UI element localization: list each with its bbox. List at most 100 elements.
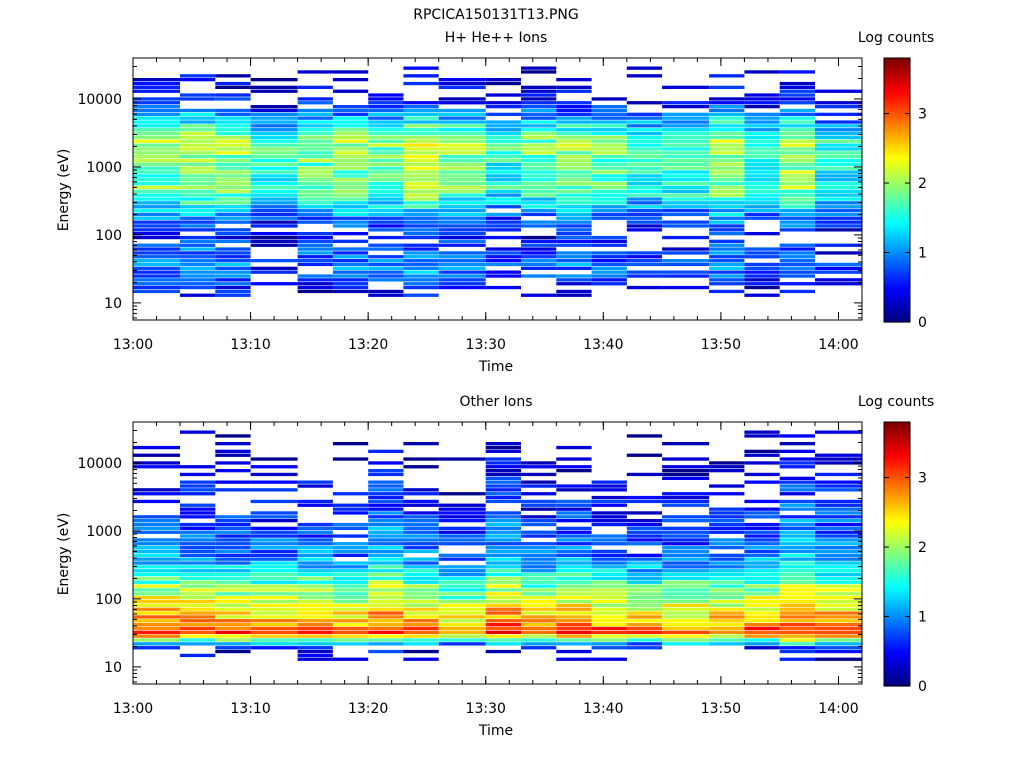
spectrogram-cell [215,205,251,209]
spectrogram-cell [403,282,439,286]
spectrogram-cell [250,170,298,174]
spectrogram-cell [521,530,557,534]
spectrogram-cell [133,615,180,619]
colorbar-segment [884,675,910,678]
spectrogram-cell [180,515,216,519]
spectrogram-cell [368,262,404,267]
spectrogram-cell [438,569,486,573]
spectrogram-cell [662,515,710,519]
spectrogram-cell [662,270,710,274]
spectrogram-cell [744,282,780,286]
spectrogram-cell [815,569,862,573]
spectrogram-cell [521,484,557,488]
colorbar-segment [884,672,910,676]
spectrogram-cell [180,607,216,611]
colorbar-tick-label: 3 [918,471,927,487]
spectrogram-cell [709,266,745,270]
spectrogram-cell [815,151,862,155]
spectrogram-cell [485,442,521,446]
spectrogram-cell [332,457,369,461]
spectrogram-cell [556,112,592,116]
spectrogram-cell [368,108,404,113]
spectrogram-cell [744,499,780,504]
spectrogram-cell [485,228,521,232]
spectrogram-cell [521,116,557,120]
spectrogram-cell [133,642,180,646]
figure-title: RPCICA150131T13.PNG [413,7,578,23]
spectrogram-cell [368,488,404,492]
spectrogram-cell [662,588,710,592]
colorbar-segment [884,441,910,445]
spectrogram-cell [403,538,439,542]
colorbar-segment [884,587,910,590]
spectrogram-cell [556,642,592,646]
spectrogram-cell [133,147,180,151]
spectrogram-cell [626,530,663,534]
spectrogram-cell [133,170,180,174]
spectrogram-cell [180,538,216,542]
spectrogram-cell [180,430,216,434]
spectrogram-cell [626,166,663,170]
spectrogram-cell [521,546,557,550]
spectrogram-cell [591,630,627,634]
spectrogram-cell [662,576,710,581]
spectrogram-cell [485,480,521,484]
spectrogram-cell [133,526,180,530]
spectrogram-cell [556,255,592,259]
spectrogram-cell [133,158,180,163]
spectrogram-cell [521,108,557,113]
spectrogram-cell [215,603,251,607]
spectrogram-cell [368,492,404,496]
spectrogram-cell [180,630,216,634]
colorbar-label: Log counts [858,30,934,46]
spectrogram-cell [297,208,333,213]
spectrogram-cell [662,580,710,584]
spectrogram-cell [297,538,333,542]
spectrogram-cell [250,549,298,554]
spectrogram-cell [556,282,592,286]
spectrogram-cell [250,557,298,561]
spectrogram-cell [133,135,180,140]
spectrogram-cell [815,515,862,519]
spectrogram-cell [133,572,180,577]
spectrogram-cell [709,170,745,174]
colorbar-segment [884,622,910,625]
spectrogram-cell [180,503,216,507]
spectrogram-cell [368,584,404,588]
spectrogram-cell [591,212,627,217]
spectrogram-cell [556,515,592,519]
spectrogram-cell [250,576,298,581]
spectrogram-cell [779,557,815,561]
spectrogram-cell [521,557,557,561]
spectrogram-cell [709,247,745,251]
spectrogram-cell [133,580,180,584]
spectrogram-cell [556,534,592,538]
spectrogram-cell [180,569,216,573]
panel-other-ions: Other Ions Log counts Time Energy (eV) 1… [56,394,934,739]
spectrogram-cell [180,143,216,147]
spectrogram-cell [591,538,627,542]
spectrogram-cell [662,235,710,240]
spectrogram-cell [626,155,663,159]
spectrogram-cell [297,603,333,607]
spectrogram-cell [250,465,298,469]
spectrogram-cell [485,588,521,592]
spectrogram-cell [591,542,627,546]
spectrogram-cell [521,646,557,650]
colorbar-segment [884,543,910,546]
spectrogram-cell [815,120,862,124]
spectrogram-cell [133,120,180,124]
spectrogram-cell [403,274,439,278]
spectrogram-cell [403,108,439,113]
spectrogram-cell [662,224,710,228]
colorbar-segment [884,510,910,513]
spectrogram-cell [662,116,710,120]
spectrogram-cell [591,596,627,600]
spectrogram-cell [709,511,745,515]
spectrogram-cell [368,131,404,136]
spectrogram-cell [297,108,333,113]
spectrogram-cell [744,534,780,538]
spectrogram-cell [368,212,404,217]
spectrogram-cell [297,530,333,534]
spectrogram-cell [521,569,557,573]
